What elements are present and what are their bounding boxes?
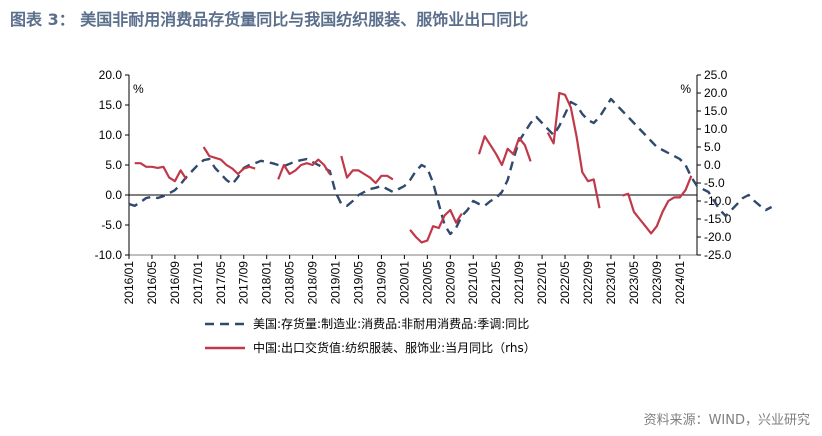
x-tick-label: 2016/05 xyxy=(145,261,159,305)
china-export-line xyxy=(202,146,256,176)
x-tick-label: 2023/05 xyxy=(627,261,641,305)
x-tick-label: 2022/01 xyxy=(535,261,549,305)
right-tick-label: 20.0 xyxy=(704,86,728,100)
x-tick-label: 2016/01 xyxy=(122,261,136,305)
right-unit-label: % xyxy=(680,82,691,96)
china-export-line xyxy=(409,208,463,244)
x-tick-label: 2020/09 xyxy=(443,261,457,305)
x-tick-label: 2024/01 xyxy=(673,261,687,305)
china-export-line xyxy=(277,158,331,180)
series-layer xyxy=(128,91,773,244)
legend-china-label: 中国:出口交货值:纺织服装、服饰业:当月同比（rhs） xyxy=(253,340,536,355)
china-export-line xyxy=(546,91,601,209)
right-tick-label: -5.0 xyxy=(704,176,725,190)
left-tick-label: 15.0 xyxy=(99,98,123,112)
right-tick-label: -10.0 xyxy=(704,194,732,208)
x-tick-label: 2022/09 xyxy=(581,261,595,305)
china-export-line xyxy=(477,135,532,167)
right-tick-label: 5.0 xyxy=(704,140,721,154)
x-tick-label: 2021/09 xyxy=(512,261,526,305)
x-tick-label: 2021/01 xyxy=(466,261,480,305)
left-tick-label: -10.0 xyxy=(95,248,123,262)
x-tick-label: 2022/05 xyxy=(558,261,572,305)
china-export-line xyxy=(340,155,394,185)
axes-layer: 20.0 15.0 10.0 5.0 0.0 -5.0 -10.0% 25.0 20.0 15.0… xyxy=(95,68,732,304)
right-tick-label: 15.0 xyxy=(704,104,728,118)
chart-title: 图表 3： 美国非耐用消费品存货量同比与我国纺织服装、服饰业出口同比 xyxy=(10,10,529,29)
left-tick-label: 5.0 xyxy=(105,158,122,172)
x-tick-label: 2021/05 xyxy=(489,261,503,305)
x-tick-label: 2020/05 xyxy=(420,261,434,305)
left-tick-label: -5.0 xyxy=(101,218,122,232)
left-tick-label: 10.0 xyxy=(99,128,123,142)
x-tick-label: 2018/01 xyxy=(260,261,274,305)
right-tick-label: 25.0 xyxy=(704,68,728,82)
x-tick-label: 2017/01 xyxy=(191,261,205,305)
x-tick-label: 2019/01 xyxy=(329,261,343,305)
right-tick-label: 10.0 xyxy=(704,122,728,136)
china-export-line xyxy=(134,162,188,183)
x-tick-label: 2019/09 xyxy=(374,261,388,305)
x-tick-label: 2019/05 xyxy=(351,261,365,305)
left-unit-label: % xyxy=(133,82,144,96)
right-tick-label: -20.0 xyxy=(704,230,732,244)
china-export-line xyxy=(622,175,693,235)
legend: 美国:存货量:制造业:消费品:非耐用消费品:季调:同比中国:出口交货值:纺织服装… xyxy=(205,316,536,355)
us-inventory-line xyxy=(128,97,773,236)
left-tick-label: 0.0 xyxy=(105,188,122,202)
source-note: 资料来源：WIND，兴业研究 xyxy=(643,413,810,428)
x-tick-label: 2023/01 xyxy=(604,261,618,305)
legend-us-label: 美国:存货量:制造业:消费品:非耐用消费品:季调:同比 xyxy=(253,316,529,331)
left-tick-label: 20.0 xyxy=(99,68,123,82)
x-tick-label: 2020/01 xyxy=(397,261,411,305)
x-tick-label: 2016/09 xyxy=(168,261,182,305)
x-tick-label: 2017/05 xyxy=(214,261,228,305)
right-tick-label: -25.0 xyxy=(704,248,732,262)
x-tick-label: 2018/09 xyxy=(306,261,320,305)
x-tick-label: 2018/05 xyxy=(283,261,297,305)
right-tick-label: 0.0 xyxy=(704,158,721,172)
x-tick-label: 2017/09 xyxy=(237,261,251,305)
x-tick-label: 2023/09 xyxy=(650,261,664,305)
